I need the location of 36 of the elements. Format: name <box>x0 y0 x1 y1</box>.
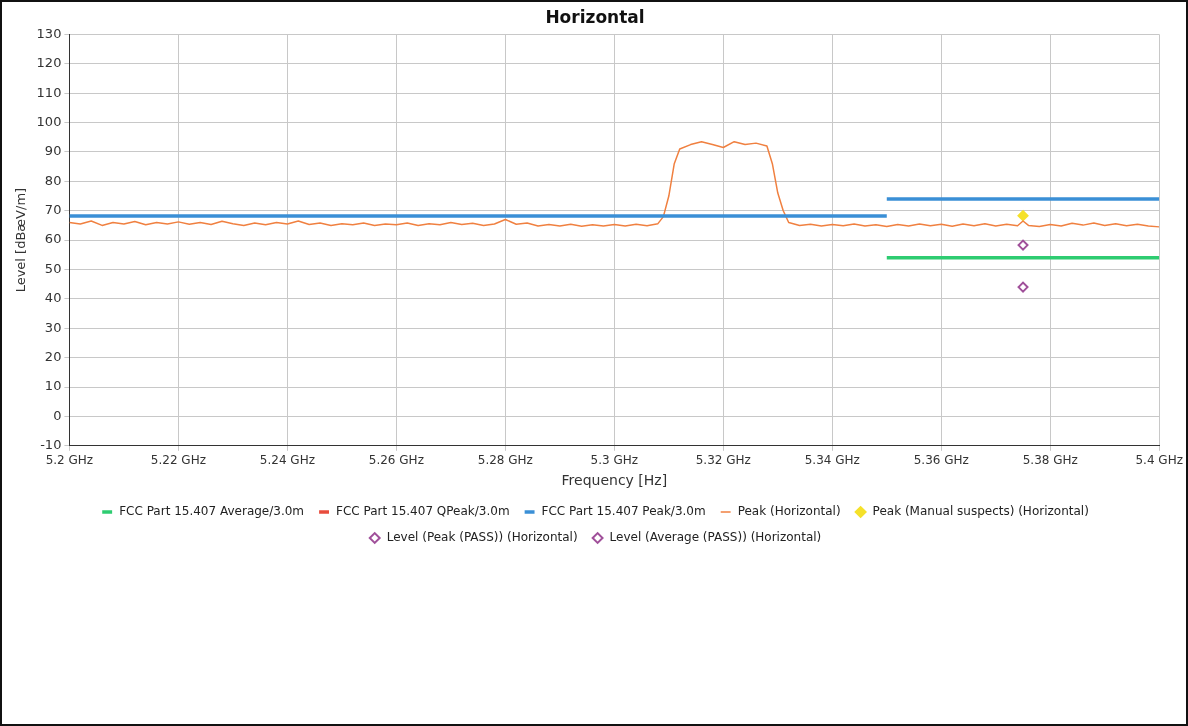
y-tick-label: 120 <box>36 55 62 71</box>
y-tick-label: 110 <box>36 84 62 100</box>
legend-label: Level (Peak (PASS)) (Horizontal) <box>386 530 578 545</box>
y-tick-label: 100 <box>36 113 62 129</box>
x-tick-label: 5.3 GHz <box>590 453 639 468</box>
x-tick-label: 5.24 GHz <box>259 453 315 468</box>
chart-title: Horizontal <box>545 6 645 27</box>
y-tick-label: 40 <box>44 290 62 306</box>
y-tick-label: 80 <box>44 172 62 188</box>
y-tick-label: 130 <box>36 25 62 41</box>
y-tick-label: 60 <box>44 231 62 247</box>
legend-label: FCC Part 15.407 Peak/3.0m <box>541 504 706 519</box>
y-tick-label: 90 <box>44 143 62 159</box>
legend-label: FCC Part 15.407 Average/3.0m <box>119 504 305 519</box>
y-tick-label: -10 <box>40 437 62 453</box>
x-axis-title: Frequency [Hz] <box>561 472 668 489</box>
x-tick-label: 5.32 GHz <box>695 453 751 468</box>
y-tick-label: 20 <box>44 349 62 365</box>
legend-label: FCC Part 15.407 QPeak/3.0m <box>336 504 510 519</box>
x-tick-label: 5.2 GHz <box>45 453 94 468</box>
legend-label: Level (Average (PASS)) (Horizontal) <box>609 530 822 545</box>
x-tick-label: 5.4 GHz <box>1135 453 1184 468</box>
y-tick-label: 70 <box>44 202 62 218</box>
y-axis-title: Level [dBæV/m] <box>13 187 29 293</box>
x-tick-label: 5.28 GHz <box>477 453 533 468</box>
legend-label: Peak (Horizontal) <box>737 504 841 519</box>
y-tick-label: 10 <box>44 378 62 394</box>
y-tick-label: 30 <box>44 319 62 335</box>
x-tick-label: 5.22 GHz <box>150 453 206 468</box>
y-tick-label: 0 <box>53 407 62 423</box>
legend-label: Peak (Manual suspects) (Horizontal) <box>872 504 1089 519</box>
x-tick-label: 5.26 GHz <box>368 453 424 468</box>
y-tick-label: 50 <box>44 260 62 276</box>
x-tick-label: 5.34 GHz <box>804 453 860 468</box>
x-tick-label: 5.36 GHz <box>913 453 969 468</box>
x-tick-label: 5.38 GHz <box>1022 453 1078 468</box>
